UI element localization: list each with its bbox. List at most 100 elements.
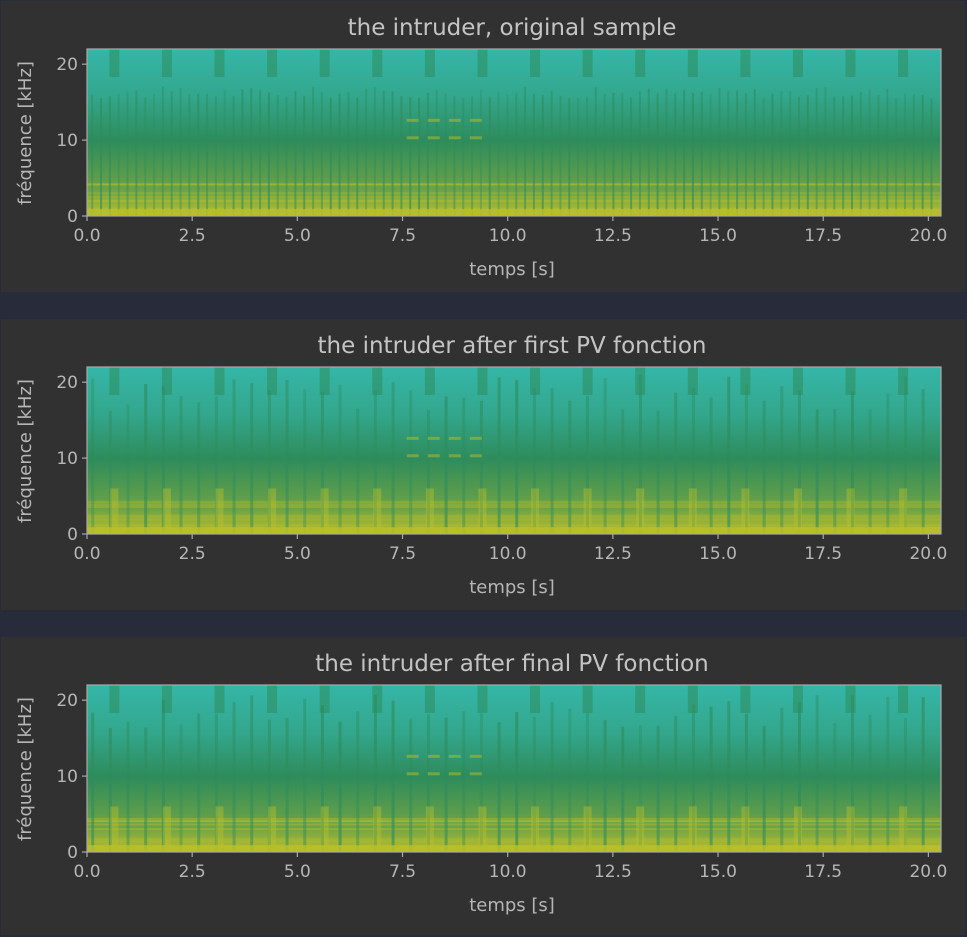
onset-streak xyxy=(868,714,872,852)
onset-streak xyxy=(532,387,536,534)
beat-notch xyxy=(214,685,225,713)
onset-streak xyxy=(559,95,562,216)
beat-hit xyxy=(268,806,277,852)
onset-streak xyxy=(232,95,235,216)
low-freq-energy xyxy=(87,209,941,216)
onset-streak xyxy=(409,719,413,852)
beat-hit xyxy=(793,806,802,852)
beat-notch xyxy=(898,367,909,395)
beat-notch xyxy=(898,49,909,77)
onset-streak xyxy=(709,706,713,852)
onset-streak xyxy=(789,91,792,216)
x-tick-label: 7.5 xyxy=(389,544,416,564)
onset-streak xyxy=(303,698,307,852)
onset-streak xyxy=(179,396,183,534)
beat-hit xyxy=(636,806,645,852)
onset-streak xyxy=(214,95,217,216)
tonal-dash xyxy=(448,754,461,758)
x-tick-label: 17.5 xyxy=(804,862,842,882)
beat-hit xyxy=(846,488,855,534)
beat-notch xyxy=(845,49,856,77)
onset-streak xyxy=(762,401,766,534)
beat-hit xyxy=(793,488,802,534)
onset-streak xyxy=(179,724,183,852)
x-axis-ticks: 0.0 2.5 5.0 7.5 10.0 12.5 15.0 17.5 20.0 xyxy=(73,852,947,882)
x-tick-label: 17.5 xyxy=(804,544,842,564)
beat-notch xyxy=(635,685,646,713)
beat-notch xyxy=(740,367,751,395)
onset-streak xyxy=(806,95,809,216)
energy-band xyxy=(87,518,941,521)
onset-streak xyxy=(877,94,880,216)
onset-streak xyxy=(391,700,395,852)
beat-notch xyxy=(319,49,330,77)
onset-streak xyxy=(691,387,695,534)
beat-notch xyxy=(214,367,225,395)
onset-streak xyxy=(603,720,607,852)
onset-streak xyxy=(267,92,270,216)
onset-streak xyxy=(126,404,130,534)
tonal-dash xyxy=(448,136,461,140)
onset-streak xyxy=(214,713,218,852)
onset-streak xyxy=(515,711,519,852)
beat-notch xyxy=(582,685,593,713)
energy-band xyxy=(87,820,941,823)
beat-hit xyxy=(583,488,592,534)
onset-streak xyxy=(426,714,430,852)
onset-streak xyxy=(612,92,615,216)
onset-streak xyxy=(638,725,642,852)
onset-streak xyxy=(223,90,226,216)
onset-streak xyxy=(921,389,925,534)
energy-band xyxy=(87,514,941,517)
onset-streak xyxy=(797,96,800,216)
onset-streak xyxy=(674,715,678,852)
beat-hit xyxy=(425,806,434,852)
onset-streak xyxy=(356,408,360,534)
onset-streak xyxy=(453,95,456,216)
x-tick-label: 10.0 xyxy=(489,862,527,882)
onset-streak xyxy=(780,707,784,852)
onset-streak xyxy=(903,376,907,534)
x-tick-label: 2.5 xyxy=(179,862,206,882)
onset-streak xyxy=(744,713,748,852)
energy-band xyxy=(87,819,941,822)
energy-band xyxy=(87,828,941,831)
onset-streak xyxy=(373,390,377,534)
x-tick-label: 20.0 xyxy=(909,226,947,246)
beat-notch xyxy=(109,685,120,713)
beat-notch xyxy=(582,367,593,395)
onset-streak xyxy=(532,717,536,852)
onset-streak xyxy=(568,98,571,216)
energy-band xyxy=(87,506,941,509)
spectrogram-chart: the intruder after final PV fonction 0.0… xyxy=(15,651,947,916)
tonal-dash xyxy=(427,436,440,440)
onset-streak xyxy=(780,386,784,534)
onset-streak xyxy=(638,374,642,534)
beat-notch xyxy=(792,49,803,77)
x-tick-label: 12.5 xyxy=(594,226,632,246)
energy-band xyxy=(87,502,941,505)
onset-streak xyxy=(479,713,483,852)
beat-notch xyxy=(161,685,172,713)
onset-streak xyxy=(100,98,103,216)
chart-title: the intruder after first PV fonction xyxy=(318,333,707,359)
spectrogram-panel-original: the intruder, original sample 0.0 2.5 5.0 7… xyxy=(1,1,965,292)
beat-hit xyxy=(899,806,908,852)
onset-streak xyxy=(594,87,597,216)
beat-notch xyxy=(845,367,856,395)
y-tick-label: 0 xyxy=(67,207,78,227)
onset-streak xyxy=(744,93,747,216)
energy-band xyxy=(87,516,941,519)
onset-streak xyxy=(515,380,519,534)
energy-band xyxy=(87,183,941,186)
onset-streak xyxy=(161,699,165,852)
onset-streak xyxy=(709,93,712,216)
tonal-dash xyxy=(448,454,461,458)
onset-streak xyxy=(621,726,625,852)
beat-hit xyxy=(741,488,750,534)
onset-streak xyxy=(232,379,236,534)
onset-streak xyxy=(815,694,819,852)
onset-streak xyxy=(903,93,906,216)
onset-streak xyxy=(320,92,323,216)
beat-notch xyxy=(530,367,541,395)
